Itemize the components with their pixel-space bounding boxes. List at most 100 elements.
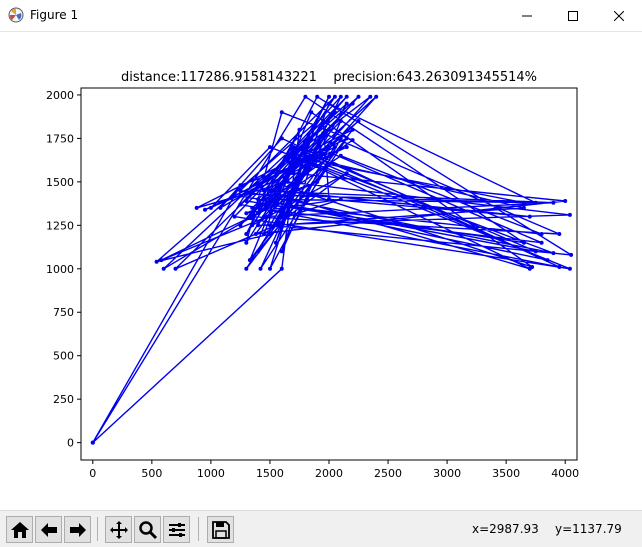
route-point — [338, 136, 343, 141]
route-point — [244, 232, 249, 236]
route-point — [332, 145, 337, 150]
route-point — [285, 171, 290, 176]
route-point — [256, 211, 261, 216]
y-tick-label: 2000 — [46, 89, 74, 102]
route-point — [238, 223, 243, 228]
route-point — [297, 127, 302, 132]
route-point — [332, 110, 337, 115]
figure-canvas[interactable]: distance:117286.9158143221 precision:643… — [0, 32, 642, 510]
route-point — [285, 197, 290, 202]
home-icon — [10, 521, 29, 538]
maximize-button[interactable] — [550, 0, 596, 31]
route-point — [270, 179, 275, 184]
route-point — [250, 188, 255, 193]
home-button[interactable] — [6, 516, 33, 543]
route-point — [303, 153, 308, 158]
route-point — [244, 199, 249, 203]
x-tick-label: 2000 — [315, 467, 343, 480]
plot-route-lines — [92, 95, 572, 444]
y-tick-label: 1000 — [46, 263, 74, 276]
route-point — [338, 119, 343, 123]
route-point — [291, 171, 296, 176]
route-point — [344, 101, 349, 106]
configure-subplots-button[interactable] — [163, 516, 190, 543]
route-point — [551, 251, 556, 256]
route-point — [90, 440, 95, 445]
route-point — [161, 266, 166, 271]
route-point — [338, 94, 343, 99]
title-bar: Figure 1 — [0, 0, 642, 32]
plot-title: distance:117286.9158143221 precision:643… — [121, 70, 537, 85]
route-point — [238, 183, 243, 188]
configure-subplots-icon — [168, 522, 185, 537]
route-point — [521, 205, 526, 210]
x-coordinate-readout: x=2987.93 — [472, 522, 539, 536]
route-point — [327, 162, 331, 167]
y-tick-label: 0 — [67, 437, 74, 450]
route-point — [321, 136, 326, 141]
route-point — [154, 259, 159, 264]
plot-route-markers — [90, 94, 574, 445]
route-point — [297, 153, 302, 158]
x-tick-label: 3000 — [433, 467, 461, 480]
pan-button[interactable] — [105, 516, 132, 543]
x-tick-label: 500 — [141, 467, 162, 480]
save-icon — [211, 520, 230, 539]
route-point — [279, 266, 284, 271]
route-point — [159, 258, 164, 263]
route-point — [327, 101, 331, 106]
minimize-button[interactable] — [504, 0, 550, 31]
route-point — [539, 232, 544, 236]
route-point — [533, 200, 538, 205]
route-point — [279, 162, 284, 167]
y-tick-label: 1250 — [46, 219, 74, 232]
route-point — [262, 188, 266, 193]
route-point — [350, 138, 355, 143]
route-point — [321, 131, 326, 136]
zoom-button[interactable] — [134, 516, 161, 543]
back-button[interactable] — [35, 516, 62, 543]
save-button[interactable] — [207, 516, 234, 543]
route-point — [309, 136, 314, 141]
x-axis-ticks: 0 500 1000 1500 2000 2500 3000 3500 4000 — [89, 460, 579, 480]
route-point — [208, 205, 213, 210]
route-point — [315, 94, 320, 99]
y-tick-label: 1750 — [46, 132, 74, 145]
route-point — [309, 110, 314, 115]
y-tick-label: 250 — [53, 393, 74, 406]
route-point — [279, 249, 284, 254]
route-point — [350, 101, 355, 106]
route-point — [253, 232, 258, 236]
pan-icon — [109, 520, 128, 539]
forward-button[interactable] — [64, 516, 91, 543]
close-button[interactable] — [596, 0, 642, 31]
route-point — [567, 212, 572, 217]
route-point — [268, 197, 272, 202]
route-point — [256, 197, 261, 202]
route-point — [315, 145, 320, 150]
route-point — [530, 265, 535, 269]
route-point — [545, 258, 550, 263]
minimize-icon — [522, 15, 532, 16]
route-point — [368, 94, 373, 99]
route-point — [262, 232, 266, 236]
x-tick-label: 4000 — [551, 467, 579, 480]
route-point — [356, 119, 361, 123]
route-point — [374, 94, 379, 99]
route-point — [273, 240, 278, 245]
route-point — [250, 223, 255, 228]
y-tick-label: 1500 — [46, 176, 74, 189]
route-point — [238, 188, 243, 193]
toolbar-separator — [97, 517, 98, 541]
plot-figure[interactable]: distance:117286.9158143221 precision:643… — [0, 32, 642, 510]
route-point — [563, 199, 568, 203]
toolbar-separator — [198, 517, 199, 541]
route-point — [551, 200, 556, 205]
zoom-icon — [138, 520, 157, 539]
route-point — [303, 94, 308, 99]
route-point — [173, 266, 178, 271]
route-point — [327, 94, 331, 99]
route-point — [315, 179, 320, 184]
route-point — [268, 223, 272, 228]
route-point — [262, 202, 266, 207]
